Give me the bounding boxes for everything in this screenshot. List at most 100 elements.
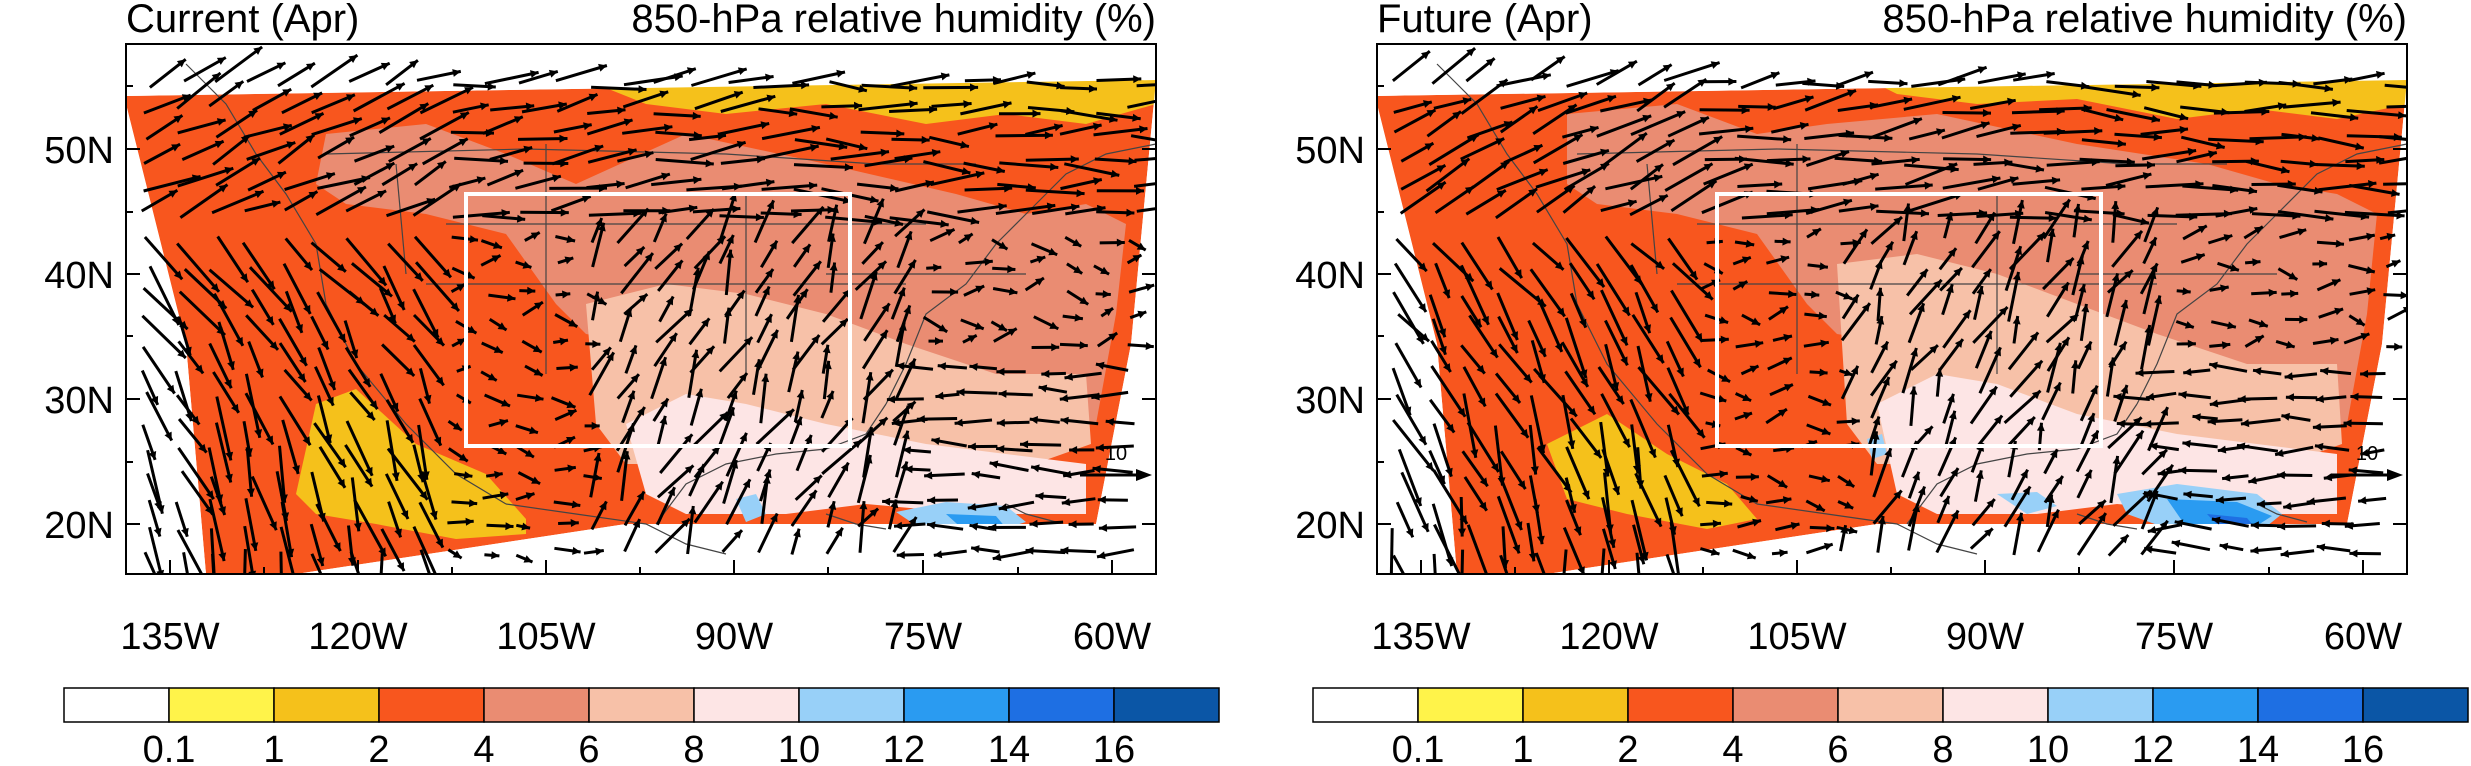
colorbar-swatch [273,687,380,723]
wind-vector-head [975,285,985,293]
wind-vector-head [1982,269,1991,278]
wind-vector-head [2182,439,2191,448]
wind-vector-head [1020,440,1029,449]
wind-vector-head [1528,106,1538,115]
wind-vector-head [385,145,395,153]
wind-vector [1498,343,1533,384]
wind-vector [217,321,235,371]
wind-vector-head [592,291,601,301]
wind-vector-head [762,475,771,484]
wind-vector-head [2366,266,2375,274]
wind-vector-head [191,415,200,425]
wind-vector-head [2012,316,2021,325]
wind-vector-head [156,569,165,574]
wind-vector-head [691,349,700,359]
wind-vector [2113,429,2145,475]
wind-vector [720,94,776,113]
wind-vector [1025,188,1085,196]
wind-vector-head [216,118,226,126]
wind-vector-head [1060,416,1069,425]
wind-vector-head [2135,368,2144,377]
wind-vector-head [1910,231,1918,241]
wind-vector-head [1533,145,1543,153]
wind-vector-head [1770,71,1780,80]
wind-vector-head [1693,358,1701,368]
wind-vector [1766,208,1820,216]
wind-vector [1904,163,1959,172]
wind-vector-head [1845,479,1855,487]
colorbar-label: 0.1 [143,729,196,766]
wind-vector-head [1416,335,1424,344]
wind-vector-head [799,289,808,299]
wind-vector [858,101,918,112]
wind-vector-head [2413,136,2421,144]
wind-vector [651,177,702,187]
wind-vector-head [148,451,157,460]
wind-vector-head [2158,449,2167,459]
x-tick-label: 105W [496,616,595,658]
wind-vector-head [255,368,264,378]
wind-vector-head [1924,426,1933,435]
wind-vector-head [240,273,248,283]
wind-vector [1634,472,1663,528]
wind-vector [279,551,283,574]
wind-vector-head [2324,214,2334,222]
wind-vector-head [499,491,509,500]
wind-vector-head [736,140,746,149]
wind-vector-head [815,206,824,216]
wind-vector-head [2150,263,2158,273]
wind-vector-head [591,421,600,430]
wind-vector [861,371,873,424]
wind-vector-head [1847,89,1856,98]
wind-vector [387,242,424,282]
wind-vector-head [1136,242,1146,251]
wind-vector-head [2020,469,2028,479]
wind-vector-head [864,455,873,464]
wind-vector [353,499,388,558]
wind-vector-head [1911,156,1920,165]
wind-vector-head [409,60,418,69]
wind-vector [1534,552,1546,574]
wind-vector [2146,80,2202,88]
wind-vector-head [1600,148,1609,157]
colorbar-label: 6 [578,729,599,766]
wind-vector-head [2046,494,2055,503]
wind-vector-head [395,83,405,91]
x-tick-label: 90W [695,616,773,658]
wind-vector-head [1442,289,1450,299]
wind-vector-head [1850,294,1859,304]
wind-vector-head [265,435,273,445]
wind-vector [1031,204,1080,215]
wind-vector [551,144,604,166]
wind-vector-head [1002,100,1012,109]
wind-vector-head [1587,405,1595,415]
wind-vector-head [154,501,162,511]
wind-vector-head [1717,394,1727,403]
wind-vector-head [205,490,214,500]
wind-vector-head [1778,409,1787,417]
wind-vector-head [353,117,362,125]
wind-vector-head [2349,549,2358,558]
wind-vector-head [828,233,836,242]
wind-vector-head [2133,417,2142,426]
wind-vector-head [594,144,604,153]
wind-vector [791,205,825,245]
wind-vector [176,529,204,574]
wind-vector-head [1446,423,1455,433]
wind-vector-head [2391,260,2401,268]
wind-vector-head [218,184,228,193]
wind-vector-head [1899,79,1908,88]
wind-vector-head [896,362,905,371]
wind-vector-head [2280,549,2290,558]
wind-vector [2314,209,2370,219]
wind-vector [211,189,265,215]
wind-vector-head [283,303,292,312]
wind-vector-head [1554,343,1563,352]
wind-vector-head [1577,566,1585,574]
wind-vector-head [686,67,696,75]
wind-vector-head [921,135,930,144]
wind-vector [995,203,1056,215]
wind-vector-head [1912,503,1921,513]
wind-vector [1637,366,1681,416]
wind-vector-head [1713,136,1723,145]
